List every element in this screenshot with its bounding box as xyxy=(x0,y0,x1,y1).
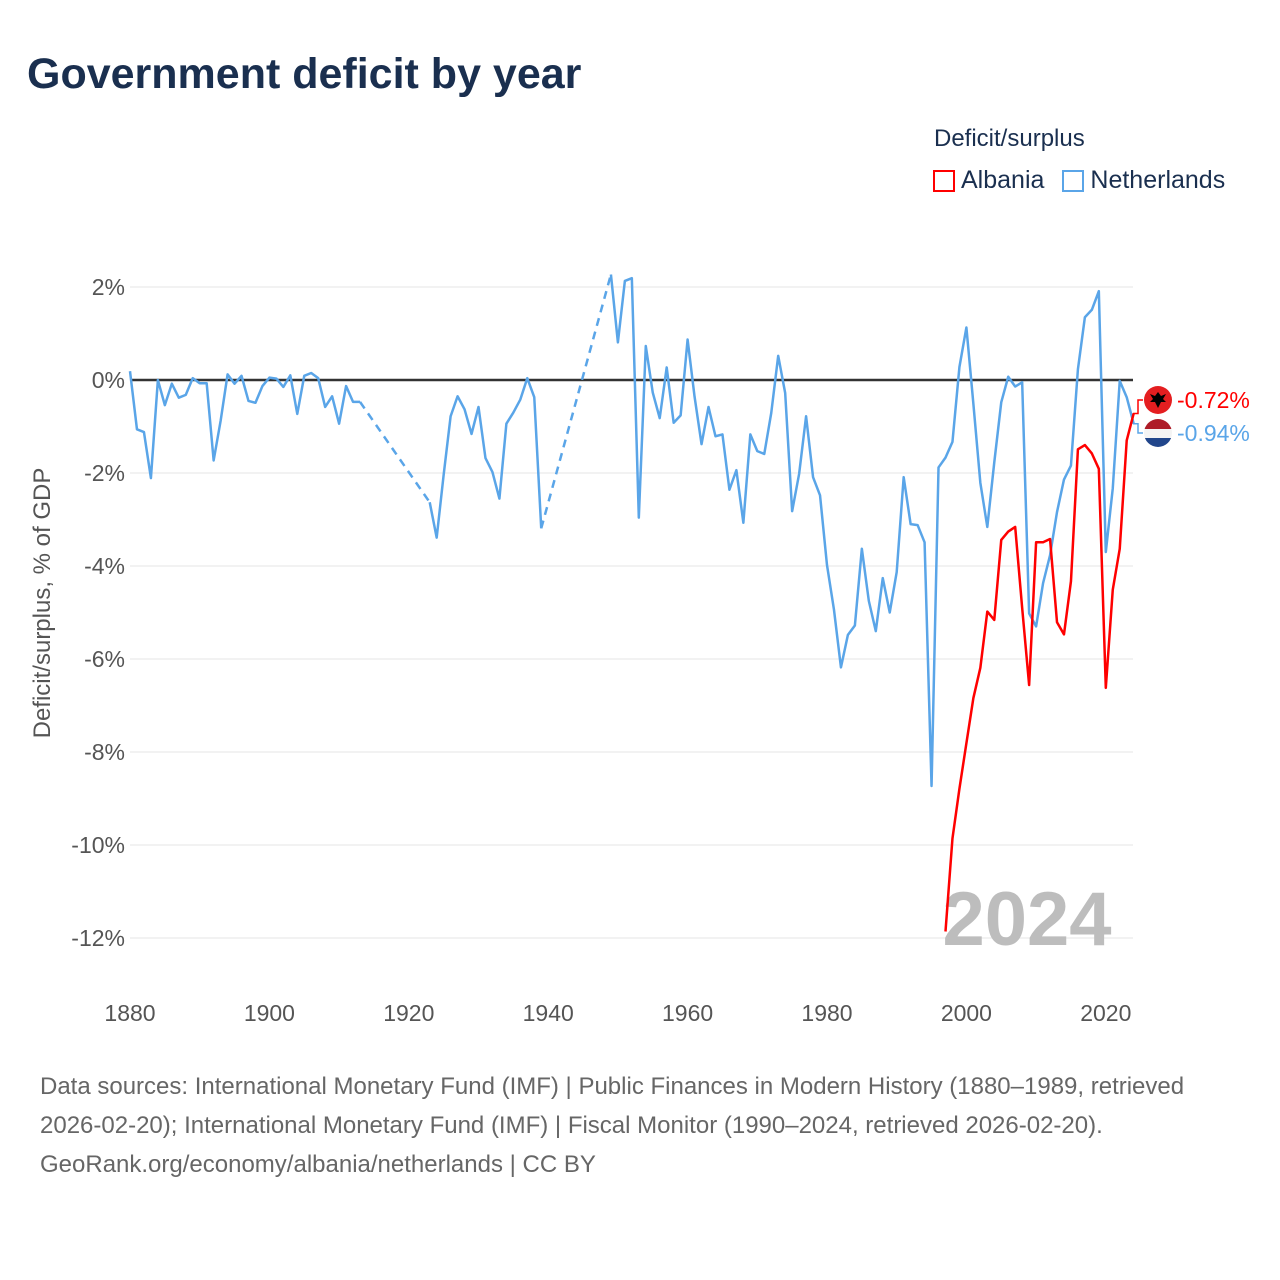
y-tick-label: -4% xyxy=(84,553,125,579)
series-gap-netherlands xyxy=(540,274,613,529)
x-tick-label: 1960 xyxy=(662,1000,713,1026)
x-tick-label: 1920 xyxy=(383,1000,434,1026)
end-connector-netherlands xyxy=(1133,422,1143,434)
stripe-white xyxy=(1144,429,1172,438)
y-tick-label: -10% xyxy=(71,832,125,858)
x-tick-label: 1940 xyxy=(523,1000,574,1026)
legend: Albania Netherlands xyxy=(933,166,1225,195)
eagle-icon xyxy=(1150,392,1166,408)
legend-label-albania: Albania xyxy=(961,166,1045,194)
series-line-netherlands xyxy=(428,376,543,539)
end-connector-albania xyxy=(1133,399,1143,415)
series-line-albania xyxy=(944,413,1135,932)
stripe-blue xyxy=(1144,438,1172,447)
x-tick-label: 2020 xyxy=(1080,1000,1131,1026)
y-axis-label: Deficit/surplus, % of GDP xyxy=(29,468,56,739)
x-tick-label: 1880 xyxy=(104,1000,155,1026)
y-tick-label: -6% xyxy=(84,646,125,672)
legend-item-albania[interactable]: Albania xyxy=(933,166,1044,195)
legend-item-netherlands[interactable]: Netherlands xyxy=(1062,166,1225,195)
legend-swatch-albania xyxy=(933,169,955,192)
end-value-label-netherlands: -0.94% xyxy=(1177,420,1250,446)
footer: Data sources: International Monetary Fun… xyxy=(40,1067,1240,1184)
chart-title: Government deficit by year xyxy=(27,50,582,98)
y-tick-label: -8% xyxy=(84,739,125,765)
series-line-netherlands xyxy=(609,274,1135,788)
y-tick-label: 2% xyxy=(92,274,125,300)
credit-link[interactable]: GeoRank.org/economy/albania/netherlands … xyxy=(40,1151,596,1178)
series-line-netherlands xyxy=(128,371,361,480)
x-tick-label: 1980 xyxy=(801,1000,852,1026)
series-gap-netherlands xyxy=(358,401,431,504)
end-value-label-albania: -0.72% xyxy=(1177,387,1250,413)
y-tick-label: 0% xyxy=(92,367,125,393)
flag-netherlands-stripes xyxy=(1144,419,1172,447)
y-tick-label: -2% xyxy=(84,460,125,486)
stripe-red xyxy=(1144,419,1172,429)
legend-title: Deficit/surplus xyxy=(934,125,1085,152)
plot-area: 2% 0% -2% -4% -6% -8% -10% -12% 1880 1900 1920 1940… xyxy=(29,274,1250,1026)
x-tick-label: 2000 xyxy=(941,1000,992,1026)
x-tick-label: 1900 xyxy=(244,1000,295,1026)
year-watermark: 2024 xyxy=(942,877,1111,962)
flag-netherlands-icon xyxy=(1144,419,1172,447)
y-tick-label: -12% xyxy=(71,925,125,951)
legend-swatch-netherlands xyxy=(1062,169,1085,192)
data-sources: Data sources: International Monetary Fun… xyxy=(40,1073,1185,1139)
legend-label-netherlands: Netherlands xyxy=(1090,166,1226,194)
flag-albania-icon xyxy=(1144,386,1172,414)
